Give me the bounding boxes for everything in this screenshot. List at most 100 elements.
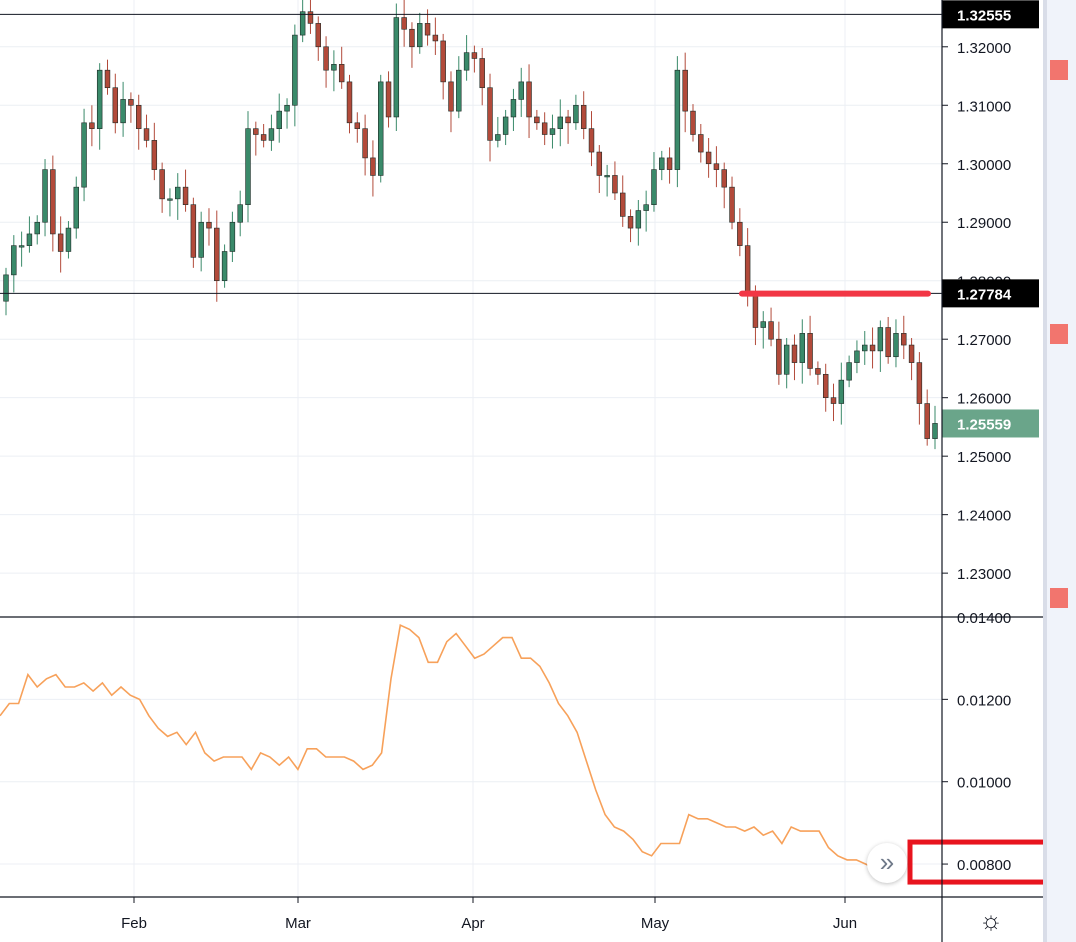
indicator-series: [0, 624, 1043, 885]
candle-up: [276, 110, 282, 129]
candle-down: [541, 122, 548, 135]
double-chevron-right-icon[interactable]: »: [867, 843, 907, 883]
candle-down: [323, 46, 329, 71]
candle-up: [18, 245, 25, 248]
level-price-tag-label: 1.27784: [957, 286, 1012, 303]
candle-up: [854, 350, 860, 363]
candle-down: [791, 344, 798, 363]
candle-up: [760, 321, 766, 328]
candle-down: [338, 64, 345, 83]
price-tick-label: 1.25000: [957, 449, 1011, 466]
candle-up: [783, 344, 790, 375]
candle-down: [448, 81, 454, 112]
candle-down: [901, 333, 907, 346]
grid: [0, 0, 942, 897]
candle-up: [292, 34, 298, 106]
candle-up: [463, 52, 470, 71]
candle-down: [729, 186, 735, 223]
candle-down: [354, 122, 361, 129]
candle-down: [424, 23, 431, 36]
price-tick-label: 1.30000: [957, 157, 1011, 174]
candle-down: [565, 116, 571, 124]
candle-down: [57, 233, 64, 252]
price-tick-label: 1.32000: [957, 40, 1011, 57]
candle-down: [682, 69, 688, 112]
time-tick-label: May: [641, 915, 670, 932]
candle-down: [776, 338, 782, 375]
candle-up: [120, 99, 126, 124]
candle-up: [838, 379, 845, 404]
candle-down: [471, 52, 478, 59]
candle-up: [3, 274, 9, 302]
candle-down: [128, 99, 134, 106]
flag-icon[interactable]: [1050, 324, 1076, 344]
candle-up: [393, 17, 400, 118]
level-price-tag-label: 1.32555: [957, 7, 1011, 24]
flag-icon[interactable]: [1050, 60, 1076, 80]
candle-down: [744, 245, 751, 293]
candle-up: [549, 128, 556, 135]
candle-down: [924, 403, 930, 439]
candle-up: [167, 198, 173, 201]
flag-icon[interactable]: [1050, 588, 1076, 608]
candle-up: [245, 128, 251, 205]
candle-down: [214, 227, 220, 282]
candle-down: [346, 81, 353, 124]
candle-up: [674, 69, 681, 170]
price-axis: 1.320001.310001.300001.290001.280001.270…: [942, 40, 1011, 583]
candle-up: [284, 104, 290, 112]
candle-up: [604, 175, 610, 178]
candle-down: [869, 344, 876, 352]
candle-down: [50, 169, 56, 235]
candle-up: [299, 11, 306, 36]
price-tick-label: 1.24000: [957, 508, 1011, 525]
candle-down: [721, 169, 727, 188]
candle-up: [42, 169, 48, 223]
candle-up: [557, 116, 563, 129]
candle-up: [846, 362, 852, 381]
candle-down: [401, 17, 407, 30]
candle-up: [11, 245, 17, 276]
candle-down: [206, 221, 212, 229]
candle-down: [666, 157, 673, 170]
candle-down: [190, 204, 197, 258]
candle-up: [495, 134, 501, 141]
candle-up: [26, 233, 33, 246]
candle-up: [237, 204, 243, 223]
candle-down: [690, 110, 696, 135]
candle-up: [518, 81, 524, 100]
candle-up: [651, 169, 657, 205]
last-price-tag-label: 1.25559: [957, 416, 1011, 433]
candle-down: [479, 58, 485, 89]
candle-down: [908, 344, 915, 363]
candle-up: [659, 157, 665, 170]
candle-down: [596, 151, 603, 176]
gear-icon[interactable]: ☼: [979, 905, 1003, 935]
candle-up: [799, 333, 806, 363]
candle-down: [362, 128, 368, 159]
candle-down: [752, 292, 759, 328]
candle-down: [253, 128, 259, 135]
candle-down: [713, 163, 720, 170]
candle-down: [737, 221, 743, 246]
candle-up: [198, 221, 204, 258]
candle-down: [307, 11, 314, 24]
candle-down: [104, 69, 111, 89]
candle-up: [81, 122, 87, 188]
candle-down: [135, 104, 142, 129]
candle-up: [456, 69, 462, 112]
level-price-tag: [942, 0, 1039, 29]
candle-down: [885, 327, 891, 358]
candle-down: [830, 397, 837, 404]
candle-up: [221, 251, 228, 282]
price-tick-label: 1.27000: [957, 332, 1011, 349]
indicator-tick-label: 0.01000: [957, 775, 1011, 792]
candle-down: [612, 175, 618, 194]
indicator-line: [0, 624, 876, 869]
candle-up: [643, 204, 649, 211]
time-tick-label: Jun: [833, 915, 857, 932]
horizontal-levels: 1.32555 1.27784 1.25559: [0, 0, 1039, 438]
candle-down: [627, 216, 634, 229]
price-tick-label: 1.26000: [957, 391, 1011, 408]
candle-down: [916, 362, 923, 404]
